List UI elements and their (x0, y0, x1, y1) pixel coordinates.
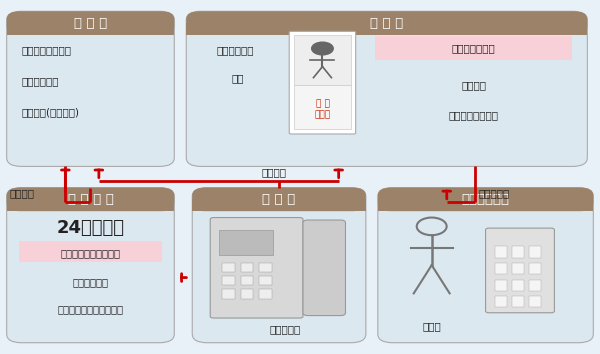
Text: 絊急対応: 絊急対応 (10, 188, 35, 198)
Text: 状況に応じて出動準備: 状況に応じて出動準備 (61, 248, 121, 258)
FancyBboxPatch shape (378, 188, 593, 343)
Bar (494, 263, 506, 274)
Bar (529, 263, 541, 274)
Text: エレベーター異常: エレベーター異常 (22, 45, 71, 55)
Bar (241, 263, 253, 272)
Bar (241, 290, 253, 299)
Text: 警察署・消防署等へ連絡: 警察署・消防署等へ連絡 (58, 304, 124, 314)
FancyBboxPatch shape (7, 11, 174, 166)
FancyBboxPatch shape (378, 188, 593, 211)
FancyBboxPatch shape (192, 188, 366, 211)
Text: 非 常
ボタン: 非 常 ボタン (314, 99, 331, 119)
Bar (219, 230, 273, 255)
Text: 各 住 戸: 各 住 戸 (370, 17, 403, 30)
Text: 共 用 部: 共 用 部 (74, 17, 107, 30)
Bar (512, 263, 524, 274)
Bar (259, 263, 272, 272)
Text: 自動火災感知器: 自動火災感知器 (452, 43, 496, 53)
Bar (19, 241, 163, 262)
FancyBboxPatch shape (303, 220, 346, 315)
Text: インターホン: インターホン (216, 45, 254, 55)
Text: 火災警報: 火災警報 (461, 80, 486, 90)
Text: 通話・開鍵: 通話・開鍵 (478, 188, 509, 198)
Bar (222, 290, 235, 299)
Bar (192, 199, 366, 211)
Text: 管 理 室: 管 理 室 (262, 193, 296, 206)
Bar (222, 263, 235, 272)
Text: 絊急対応: 絊急対応 (261, 167, 286, 177)
Bar (529, 296, 541, 308)
Text: 必要に応じて: 必要に応じて (73, 277, 109, 287)
Bar (375, 36, 572, 60)
FancyBboxPatch shape (7, 11, 174, 35)
Bar (512, 246, 524, 258)
Text: 火災警報(全体火災): 火災警報(全体火災) (22, 107, 80, 117)
Bar (294, 35, 351, 85)
Circle shape (311, 42, 333, 55)
Text: 訪問者: 訪問者 (422, 321, 441, 331)
Text: 警 備 会 社: 警 備 会 社 (68, 193, 113, 206)
Bar (259, 276, 272, 285)
Bar (7, 23, 174, 35)
Bar (529, 246, 541, 258)
Bar (494, 296, 506, 308)
Text: 非常用押しボタン: 非常用押しボタン (449, 110, 499, 120)
FancyBboxPatch shape (192, 188, 366, 343)
Bar (378, 199, 593, 211)
FancyBboxPatch shape (210, 218, 303, 318)
Bar (222, 276, 235, 285)
Bar (186, 23, 587, 35)
Text: 親機: 親機 (231, 73, 244, 83)
Bar (512, 296, 524, 308)
FancyBboxPatch shape (186, 11, 587, 35)
Text: エントランス: エントランス (461, 193, 509, 206)
FancyBboxPatch shape (7, 188, 174, 343)
Bar (241, 276, 253, 285)
Bar (494, 280, 506, 291)
Text: 集中警報盤: 集中警報盤 (269, 324, 301, 334)
Bar (259, 290, 272, 299)
Text: 機械設備異常: 機械設備異常 (22, 76, 59, 86)
Text: 24時間対応: 24時間対応 (56, 219, 124, 237)
FancyBboxPatch shape (289, 32, 356, 134)
FancyBboxPatch shape (485, 228, 554, 313)
FancyBboxPatch shape (7, 188, 174, 211)
Bar (294, 85, 351, 130)
Bar (529, 280, 541, 291)
FancyBboxPatch shape (186, 11, 587, 166)
Bar (7, 199, 174, 211)
Bar (512, 280, 524, 291)
Bar (494, 246, 506, 258)
